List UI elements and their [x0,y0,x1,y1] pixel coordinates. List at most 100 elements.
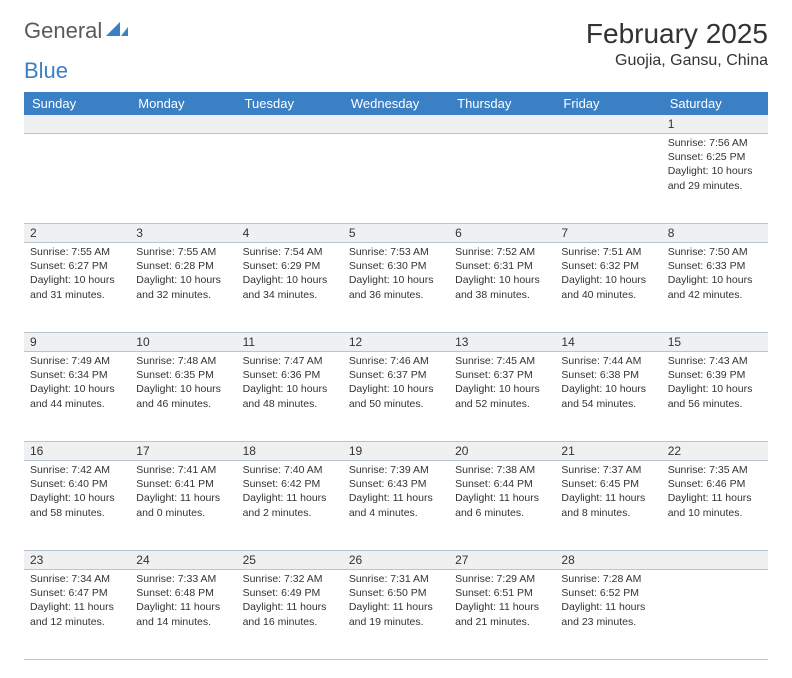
sunrise-text: Sunrise: 7:50 AM [668,245,762,259]
sunrise-text: Sunrise: 7:51 AM [561,245,655,259]
sunset-text: Sunset: 6:40 PM [30,477,124,491]
daylight-text: Daylight: 10 hours and 40 minutes. [561,273,655,301]
day-cell: Sunrise: 7:38 AMSunset: 6:44 PMDaylight:… [449,461,555,551]
day-cell: Sunrise: 7:45 AMSunset: 6:37 PMDaylight:… [449,352,555,442]
daynum-cell: 13 [449,333,555,352]
day-number: 10 [130,333,236,351]
daylight-text: Daylight: 10 hours and 48 minutes. [243,382,337,410]
day-number [130,115,236,133]
daynum-cell: 8 [662,224,768,243]
daynum-cell: 1 [662,115,768,134]
sunrise-text: Sunrise: 7:46 AM [349,354,443,368]
day-number: 15 [662,333,768,351]
daylight-text: Daylight: 10 hours and 36 minutes. [349,273,443,301]
sunset-text: Sunset: 6:27 PM [30,259,124,273]
daynum-cell [449,115,555,134]
sunrise-text: Sunrise: 7:31 AM [349,572,443,586]
daynum-cell: 10 [130,333,236,352]
day-content: Sunrise: 7:49 AMSunset: 6:34 PMDaylight:… [24,352,130,417]
sunrise-text: Sunrise: 7:52 AM [455,245,549,259]
logo-word1: General [24,18,102,44]
sunrise-text: Sunrise: 7:33 AM [136,572,230,586]
daylight-text: Daylight: 10 hours and 31 minutes. [30,273,124,301]
day-cell: Sunrise: 7:56 AMSunset: 6:25 PMDaylight:… [662,134,768,224]
day-number: 18 [237,442,343,460]
daylight-text: Daylight: 10 hours and 29 minutes. [668,164,762,192]
daynum-cell: 19 [343,442,449,461]
daynum-cell: 27 [449,551,555,570]
sunrise-text: Sunrise: 7:39 AM [349,463,443,477]
sunset-text: Sunset: 6:45 PM [561,477,655,491]
logo-sail-icon [106,22,128,36]
day-cell: Sunrise: 7:35 AMSunset: 6:46 PMDaylight:… [662,461,768,551]
day-cell: Sunrise: 7:55 AMSunset: 6:28 PMDaylight:… [130,243,236,333]
day-number: 22 [662,442,768,460]
month-title: February 2025 [586,18,768,50]
sunset-text: Sunset: 6:37 PM [349,368,443,382]
sunrise-text: Sunrise: 7:49 AM [30,354,124,368]
day-cell: Sunrise: 7:31 AMSunset: 6:50 PMDaylight:… [343,570,449,660]
day-content [555,134,661,142]
daylight-text: Daylight: 10 hours and 34 minutes. [243,273,337,301]
week-content-row: Sunrise: 7:55 AMSunset: 6:27 PMDaylight:… [24,243,768,333]
sunset-text: Sunset: 6:51 PM [455,586,549,600]
weekday-header: Sunday [24,92,130,115]
sunrise-text: Sunrise: 7:47 AM [243,354,337,368]
day-number [449,115,555,133]
daylight-text: Daylight: 10 hours and 42 minutes. [668,273,762,301]
day-cell: Sunrise: 7:34 AMSunset: 6:47 PMDaylight:… [24,570,130,660]
daylight-text: Daylight: 10 hours and 38 minutes. [455,273,549,301]
day-content [343,134,449,142]
sunset-text: Sunset: 6:38 PM [561,368,655,382]
daylight-text: Daylight: 10 hours and 54 minutes. [561,382,655,410]
weekday-header: Thursday [449,92,555,115]
daynum-cell: 5 [343,224,449,243]
sunrise-text: Sunrise: 7:56 AM [668,136,762,150]
daynum-cell: 20 [449,442,555,461]
sunset-text: Sunset: 6:52 PM [561,586,655,600]
day-number [555,115,661,133]
daylight-text: Daylight: 11 hours and 6 minutes. [455,491,549,519]
day-cell: Sunrise: 7:53 AMSunset: 6:30 PMDaylight:… [343,243,449,333]
day-cell: Sunrise: 7:39 AMSunset: 6:43 PMDaylight:… [343,461,449,551]
daynum-cell [662,551,768,570]
day-content: Sunrise: 7:39 AMSunset: 6:43 PMDaylight:… [343,461,449,526]
day-cell: Sunrise: 7:41 AMSunset: 6:41 PMDaylight:… [130,461,236,551]
day-content: Sunrise: 7:43 AMSunset: 6:39 PMDaylight:… [662,352,768,417]
day-number: 1 [662,115,768,133]
location: Guojia, Gansu, China [586,52,768,70]
day-number: 6 [449,224,555,242]
day-content [24,134,130,142]
sunset-text: Sunset: 6:49 PM [243,586,337,600]
day-number: 17 [130,442,236,460]
day-number: 5 [343,224,449,242]
sunset-text: Sunset: 6:41 PM [136,477,230,491]
daynum-cell: 9 [24,333,130,352]
sunrise-text: Sunrise: 7:35 AM [668,463,762,477]
day-content: Sunrise: 7:37 AMSunset: 6:45 PMDaylight:… [555,461,661,526]
daylight-text: Daylight: 10 hours and 56 minutes. [668,382,762,410]
daynum-cell: 26 [343,551,449,570]
day-content: Sunrise: 7:40 AMSunset: 6:42 PMDaylight:… [237,461,343,526]
day-number: 2 [24,224,130,242]
day-cell: Sunrise: 7:54 AMSunset: 6:29 PMDaylight:… [237,243,343,333]
logo: General [24,18,130,44]
day-content: Sunrise: 7:41 AMSunset: 6:41 PMDaylight:… [130,461,236,526]
sunrise-text: Sunrise: 7:53 AM [349,245,443,259]
day-content: Sunrise: 7:33 AMSunset: 6:48 PMDaylight:… [130,570,236,635]
day-number: 23 [24,551,130,569]
daynum-cell: 7 [555,224,661,243]
day-cell: Sunrise: 7:40 AMSunset: 6:42 PMDaylight:… [237,461,343,551]
day-content: Sunrise: 7:46 AMSunset: 6:37 PMDaylight:… [343,352,449,417]
day-cell: Sunrise: 7:37 AMSunset: 6:45 PMDaylight:… [555,461,661,551]
day-cell: Sunrise: 7:43 AMSunset: 6:39 PMDaylight:… [662,352,768,442]
day-content: Sunrise: 7:38 AMSunset: 6:44 PMDaylight:… [449,461,555,526]
day-number: 13 [449,333,555,351]
sunset-text: Sunset: 6:32 PM [561,259,655,273]
day-cell: Sunrise: 7:48 AMSunset: 6:35 PMDaylight:… [130,352,236,442]
daynum-cell: 2 [24,224,130,243]
daylight-text: Daylight: 11 hours and 16 minutes. [243,600,337,628]
sunrise-text: Sunrise: 7:45 AM [455,354,549,368]
daynum-cell [130,115,236,134]
weekday-header: Saturday [662,92,768,115]
